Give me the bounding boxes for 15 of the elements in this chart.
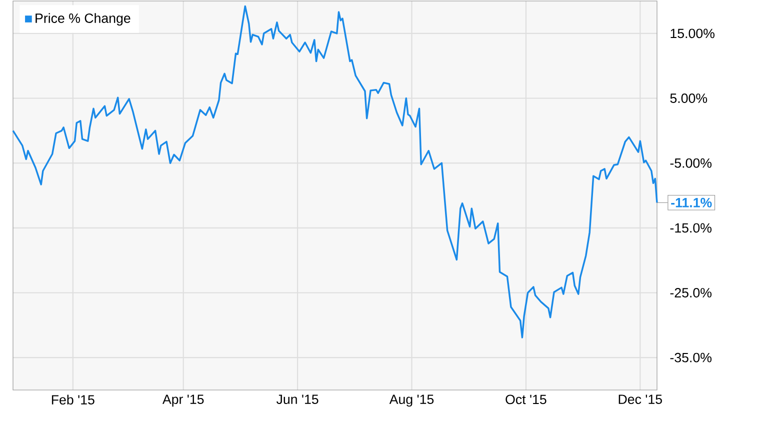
x-tick-label: Dec '15 [618, 394, 662, 404]
y-tick-label: -5.00% [670, 158, 712, 168]
y-tick-label: 15.00% [670, 28, 714, 38]
y-tick-label: -35.0% [670, 352, 712, 362]
y-tick-label: -15.0% [670, 223, 712, 233]
x-tick-label: Oct '15 [506, 394, 546, 404]
legend-label: Price % Change [36, 13, 130, 26]
x-tick-label: Jun '15 [276, 394, 318, 404]
x-tick-label: Feb '15 [52, 394, 94, 404]
y-tick-label: 5.00% [670, 94, 708, 103]
line-series [12, 5, 658, 338]
annotation: -11.1% [671, 198, 712, 208]
x-tick-label: Aug '15 [389, 394, 434, 407]
y-tick-label: -25.0% [670, 288, 712, 298]
x-tick-label: Apr '15 [162, 394, 204, 407]
